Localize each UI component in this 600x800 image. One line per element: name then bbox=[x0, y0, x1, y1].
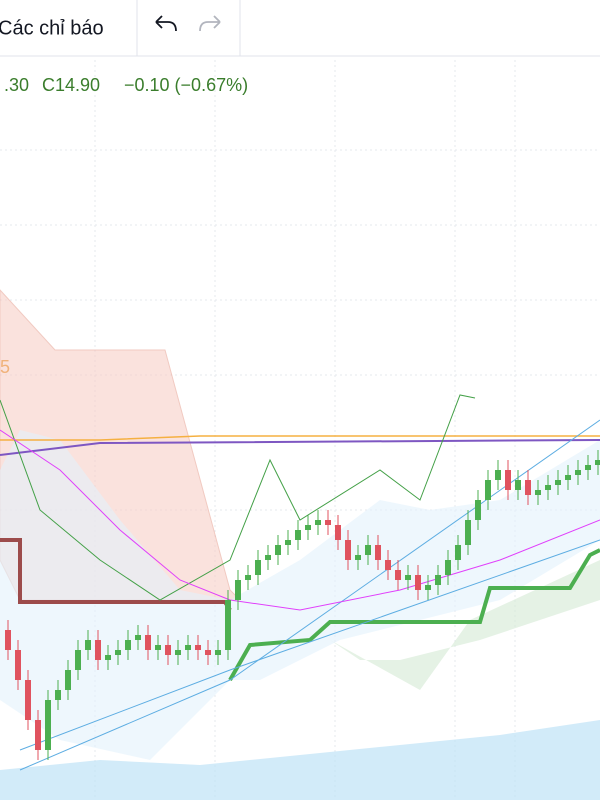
candle-body bbox=[65, 670, 71, 690]
candle-body bbox=[565, 475, 571, 480]
candle-body bbox=[435, 575, 441, 585]
undo-button[interactable] bbox=[155, 15, 177, 32]
candle-body bbox=[385, 560, 391, 570]
candle-body bbox=[15, 650, 21, 680]
candle-body bbox=[125, 640, 131, 650]
candle-body bbox=[525, 480, 531, 495]
candle-body bbox=[245, 575, 251, 580]
candle-body bbox=[185, 645, 191, 650]
indicator-line bbox=[0, 439, 600, 456]
candle-body bbox=[355, 555, 361, 560]
candle-body bbox=[495, 470, 501, 480]
candle-body bbox=[135, 635, 141, 640]
candle-body bbox=[155, 645, 161, 650]
indicator-line bbox=[0, 435, 600, 441]
candle-body bbox=[235, 580, 241, 600]
candle-body bbox=[55, 690, 61, 700]
candle-body bbox=[515, 480, 521, 490]
candle-body bbox=[545, 485, 551, 490]
candle-body bbox=[425, 585, 431, 590]
candle-body bbox=[325, 520, 331, 525]
candle-body bbox=[485, 480, 491, 500]
candle-body bbox=[405, 575, 411, 580]
trend-line bbox=[19, 539, 600, 751]
candle-body bbox=[415, 575, 421, 590]
candle-body bbox=[195, 645, 201, 650]
candle-body bbox=[35, 720, 41, 750]
candle-body bbox=[275, 545, 281, 555]
candles bbox=[5, 450, 600, 760]
candle-body bbox=[105, 655, 111, 660]
candle-body bbox=[225, 600, 231, 650]
candle-body bbox=[85, 640, 91, 650]
candle-body bbox=[575, 470, 581, 475]
candle-body bbox=[365, 545, 371, 555]
candle-body bbox=[535, 490, 541, 495]
candle-body bbox=[45, 700, 51, 750]
cloud-label: 5 bbox=[0, 357, 10, 377]
bollinger-band bbox=[0, 430, 600, 760]
legend-change: −0.10 (−0.67%) bbox=[124, 75, 248, 95]
indicators-button[interactable]: Các chỉ báo bbox=[0, 17, 104, 39]
candle-body bbox=[305, 525, 311, 530]
redo-button[interactable] bbox=[199, 15, 221, 32]
candle-body bbox=[265, 555, 271, 560]
candle-body bbox=[585, 465, 591, 470]
candle-body bbox=[205, 650, 211, 655]
candle-body bbox=[555, 480, 561, 485]
volume-area bbox=[0, 720, 600, 800]
candle-body bbox=[285, 540, 291, 545]
candle-body bbox=[175, 650, 181, 655]
legend-fragment: .30 bbox=[4, 75, 29, 95]
toolbar bbox=[0, 0, 600, 56]
candle-body bbox=[345, 540, 351, 560]
candle-body bbox=[75, 650, 81, 670]
candle-body bbox=[335, 525, 341, 540]
candle-body bbox=[115, 650, 121, 655]
chikou-line bbox=[0, 394, 476, 601]
candle-body bbox=[475, 500, 481, 520]
candle-body bbox=[295, 530, 301, 540]
candle-body bbox=[255, 560, 261, 575]
candle-body bbox=[465, 520, 471, 545]
candle-body bbox=[375, 545, 381, 560]
candle-body bbox=[145, 635, 151, 650]
candle-body bbox=[5, 630, 11, 650]
candle-body bbox=[455, 545, 461, 560]
candle-body bbox=[395, 570, 401, 580]
ichimoku-cloud bbox=[330, 560, 600, 690]
candle-body bbox=[25, 680, 31, 720]
candle-body bbox=[505, 470, 511, 490]
candle-body bbox=[95, 640, 101, 660]
kijun-line bbox=[228, 548, 600, 681]
candle-body bbox=[445, 560, 451, 575]
candle-body bbox=[215, 650, 221, 655]
legend-close: C14.90 bbox=[42, 75, 100, 95]
candle-body bbox=[315, 520, 321, 525]
candle-body bbox=[165, 645, 171, 655]
candle-body bbox=[595, 460, 600, 465]
